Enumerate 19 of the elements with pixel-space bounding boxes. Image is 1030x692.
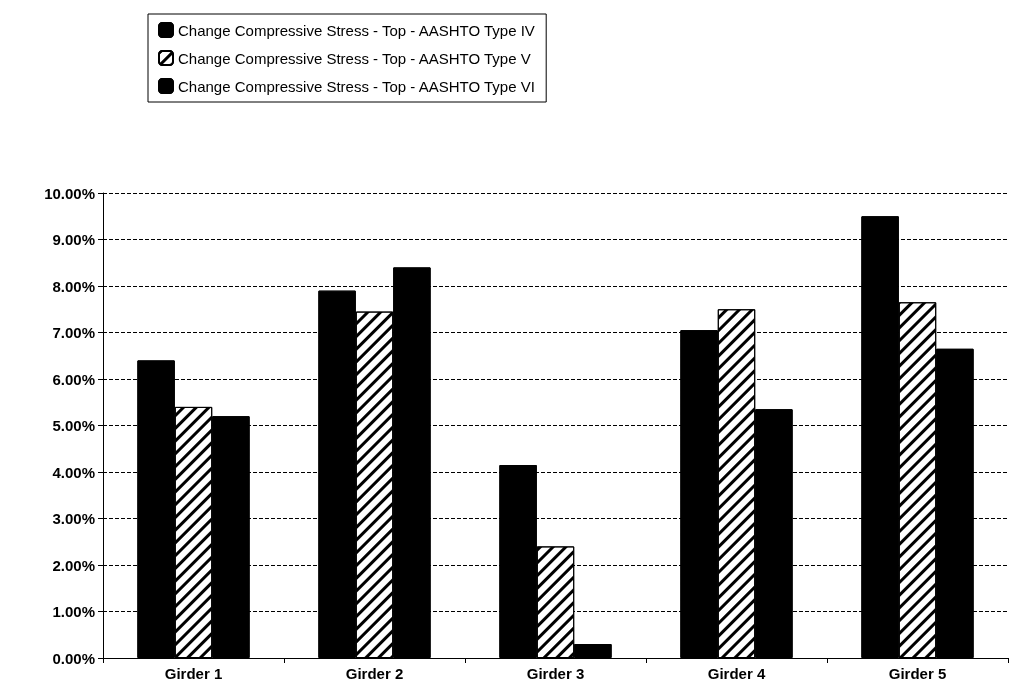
x-tick-label: Girder 5 bbox=[888, 665, 947, 682]
legend-label: Change Compressive Stress - Top - AASHTO Type IV bbox=[178, 21, 535, 39]
x-tick-label: Girder 3 bbox=[526, 665, 585, 682]
y-tick-label: 8.00% bbox=[52, 277, 95, 295]
x-tick-label: Girder 4 bbox=[707, 665, 766, 682]
y-tick-label: 5.00% bbox=[52, 417, 95, 434]
legend-label: Change Compressive Stress - Top - AASHTO Type V bbox=[178, 49, 531, 67]
y-tick-label: 10.00% bbox=[44, 184, 95, 202]
x-tick-label: Girder 1 bbox=[164, 665, 223, 682]
y-tick-label: 6.00% bbox=[52, 370, 95, 388]
y-tick-label: 1.00% bbox=[52, 603, 95, 620]
y-tick-label: 2.00% bbox=[52, 556, 95, 574]
y-tick-label: 7.00% bbox=[52, 324, 95, 341]
y-tick-label: 4.00% bbox=[52, 463, 95, 481]
legend-label: Change Compressive Stress - Top - AASHTO Type VI bbox=[178, 77, 535, 95]
y-tick-label: 3.00% bbox=[52, 510, 95, 527]
y-tick-label: 9.00% bbox=[52, 231, 95, 248]
y-tick-label: 0.00% bbox=[52, 649, 95, 667]
x-tick-label: Girder 2 bbox=[345, 665, 404, 682]
